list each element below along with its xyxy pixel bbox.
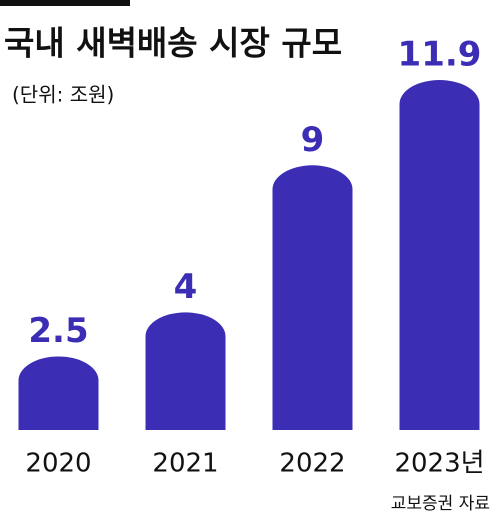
chart-title: 국내 새벽배송 시장 규모 [4,24,342,63]
source-note: 교보증권 자료 [391,494,490,514]
bar [18,356,99,430]
bar [399,80,480,430]
x-tick-label: 2021 [152,449,218,479]
x-tick-label: 2020 [25,449,91,479]
value-label: 2.5 [28,311,88,351]
x-tick-label: 2022 [279,449,345,479]
value-label: 4 [174,267,198,307]
x-tick-label: 2023년 [394,449,484,479]
value-label: 11.9 [398,35,482,75]
bar [272,165,353,430]
chart-subtitle: (단위: 조원) [12,83,114,107]
bar [145,312,226,430]
value-label: 9 [301,120,325,160]
top-accent [0,0,130,6]
